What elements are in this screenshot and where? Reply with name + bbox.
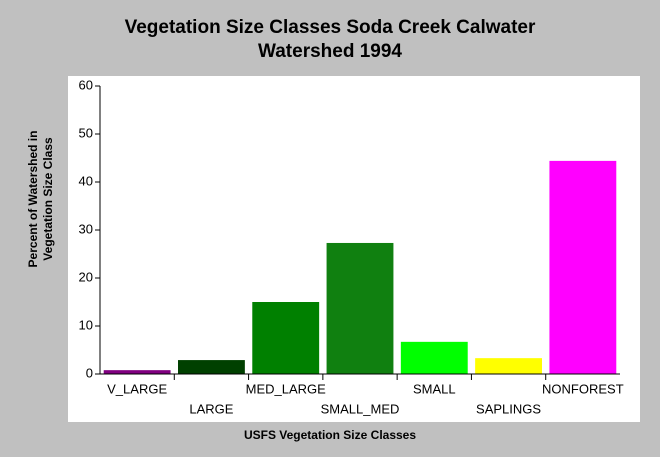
y-tick-label: 0 — [86, 365, 93, 380]
x-axis-label: USFS Vegetation Size Classes — [244, 428, 416, 442]
x-tick-label: SAPLINGS — [476, 401, 541, 416]
chart-title: Vegetation Size Classes Soda Creek Calwa… — [125, 17, 536, 38]
y-tick-label: 50 — [79, 125, 93, 140]
chart-title: Watershed 1994 — [258, 41, 402, 62]
y-tick-label: 20 — [79, 269, 93, 284]
bar — [475, 358, 542, 374]
y-tick-label: 40 — [79, 173, 93, 188]
x-tick-label: V_LARGE — [107, 381, 167, 396]
bar — [326, 242, 394, 374]
y-tick-label: 10 — [79, 317, 93, 332]
bar — [178, 360, 245, 374]
x-tick-label: NONFOREST — [542, 381, 624, 396]
y-tick-label: 60 — [79, 77, 93, 92]
x-tick-label: LARGE — [189, 401, 233, 416]
y-axis-label: Vegetation Size Class — [41, 137, 55, 261]
y-tick-label: 30 — [79, 221, 93, 236]
y-axis-label: Percent of Watershed in — [26, 131, 40, 268]
bar — [549, 160, 617, 374]
x-tick-label: MED_LARGE — [246, 381, 327, 396]
bar — [103, 370, 171, 374]
x-tick-label: SMALL_MED — [321, 401, 400, 416]
bar — [400, 341, 468, 374]
x-tick-label: SMALL — [413, 381, 456, 396]
bar — [252, 302, 320, 374]
